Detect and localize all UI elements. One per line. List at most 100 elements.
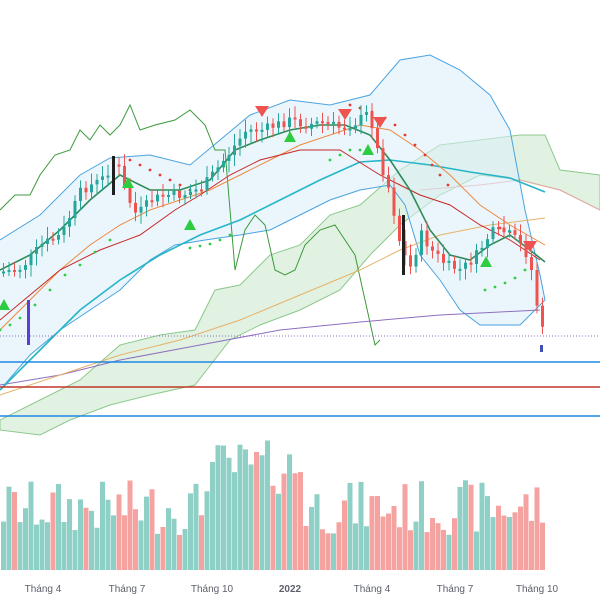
psar-dot [198, 244, 202, 248]
psar-dot [438, 173, 442, 177]
psar-dot [8, 323, 12, 327]
psar-dot [228, 233, 232, 237]
volume-bar [468, 484, 474, 570]
candle-body [79, 187, 82, 201]
candle-body [343, 127, 346, 130]
volume-bar [534, 487, 540, 570]
candle-body [128, 185, 132, 203]
volume-bar [435, 523, 441, 570]
psar-dot [513, 276, 517, 280]
volume-bar [391, 506, 397, 570]
candle-body [62, 226, 66, 236]
candle-body [414, 254, 418, 267]
candle-body [359, 114, 363, 126]
candle-body [134, 202, 137, 213]
candle-body [420, 230, 423, 255]
psar-dot [148, 168, 152, 172]
keltner-line [0, 149, 541, 321]
psar-dot [338, 153, 342, 157]
volume-bar [303, 526, 309, 570]
psar-dot [208, 242, 212, 246]
candle-body [40, 243, 44, 247]
volume-bar [171, 518, 177, 570]
volume-bar [452, 518, 457, 570]
volume-bar [490, 517, 496, 570]
candle-body [425, 230, 429, 247]
volume-bar [56, 484, 61, 570]
volume-bar [523, 494, 529, 570]
psar-dot [503, 281, 507, 285]
signal-markers [0, 106, 537, 310]
psar-dot [348, 103, 352, 107]
psar-dot [446, 183, 450, 187]
candle-body [469, 262, 473, 265]
candle-body [508, 230, 511, 233]
volume-bar [17, 522, 23, 570]
volume-bar [133, 509, 138, 570]
volume-bar [193, 483, 199, 570]
volume-bar [83, 507, 89, 570]
candle-body [458, 268, 462, 271]
psar-dot [393, 123, 397, 127]
volume-bar [111, 515, 116, 570]
psar-dot [0, 328, 2, 332]
candle-body [447, 260, 451, 263]
candle-body [68, 218, 71, 227]
sma-mid-line [0, 124, 546, 331]
volume-bar [94, 527, 100, 570]
candle-body [216, 167, 220, 172]
volume-bar [12, 492, 17, 570]
volume-bar [512, 512, 518, 570]
volume-bar [72, 530, 78, 570]
volume-bar [413, 521, 419, 570]
volume-bar [100, 481, 105, 570]
volume-bar [507, 516, 512, 570]
psar-dot [358, 148, 362, 152]
volume-bar [138, 520, 144, 570]
candle-body [84, 187, 88, 193]
psar-dot [218, 238, 222, 242]
buy-arrow-icon [284, 131, 296, 142]
candle-body [530, 257, 533, 271]
candle-body [409, 255, 412, 267]
volume-bar [446, 534, 452, 570]
candle-body [222, 160, 225, 168]
psar-dot [33, 303, 37, 307]
volume-bar [331, 533, 336, 570]
candle-body [387, 175, 390, 188]
candle-body [277, 121, 280, 128]
volume-bar [342, 500, 347, 570]
volume-bar [45, 522, 50, 570]
candle-body [106, 175, 110, 178]
psar-dot [63, 273, 67, 277]
candle-body [51, 238, 55, 241]
x-tick-label: Tháng 4 [25, 584, 62, 595]
volume-bar [78, 499, 83, 570]
volume-bar [204, 491, 210, 570]
candle-body [365, 112, 368, 115]
volume-bar [479, 482, 485, 570]
volume-bar [314, 494, 320, 570]
candle-body [46, 238, 49, 244]
volume-bar [6, 486, 12, 570]
x-axis: Tháng 4 Tháng 7 Tháng 10 2022 Tháng 4 Th… [25, 584, 559, 595]
buy-arrow-icon [0, 299, 10, 310]
candle-body [117, 164, 121, 167]
candle-body [436, 250, 440, 254]
candle-body [139, 206, 143, 213]
volume-bars [1, 440, 545, 570]
volume-bar [265, 440, 270, 570]
x-tick-label: 2022 [279, 584, 302, 595]
candle-body [381, 148, 385, 176]
volume-bar [276, 493, 281, 570]
candle-body [348, 128, 352, 131]
candle-body [24, 265, 27, 270]
candle-body [150, 200, 154, 203]
volume-bar [259, 455, 265, 570]
volume-bar [397, 527, 402, 570]
volume-bar [122, 515, 127, 570]
candle-body [7, 269, 11, 272]
candle-body [255, 129, 258, 132]
candle-body [172, 190, 176, 195]
candle-body [326, 121, 330, 124]
